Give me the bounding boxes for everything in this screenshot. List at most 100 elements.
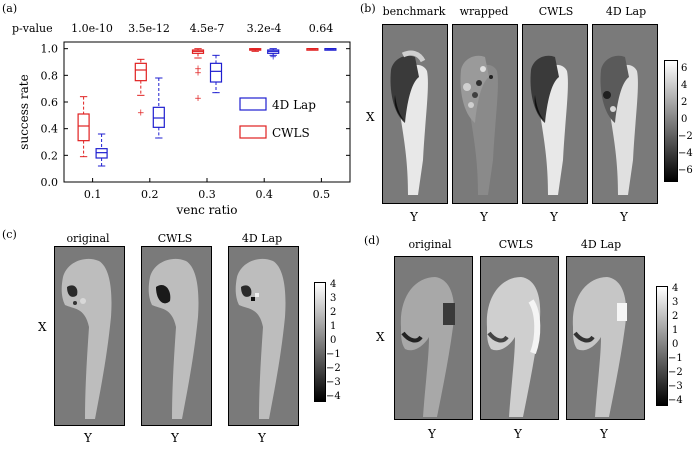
panel-b-letter: (b) [360,2,376,15]
cb-b-tick: −6 [678,165,693,176]
panel-c-yaxis-label-2: Y [171,431,179,445]
x-tick-label: 0.2 [141,188,159,201]
panel-d-colorbar [656,286,668,406]
pvalue-2: 3.5e-12 [128,22,170,35]
panel-b-image-benchmark [382,24,448,204]
cb-c-tick: 1 [330,321,337,332]
x-tick-label: 0.4 [255,188,273,201]
legend-label-cwls: CWLS [272,126,310,140]
x-axis-label: venc ratio [176,203,238,217]
plot-frame [63,41,351,183]
panel-c-colorbar [314,282,326,402]
panel-c-image-cwls [141,246,212,426]
cb-b-tick: 4 [681,80,688,91]
cb-d-tick: −3 [668,381,683,392]
box [77,113,90,142]
panel-b-yaxis-label-1: Y [410,210,418,224]
cb-b-tick: −2 [678,131,693,142]
pvalue-5: 0.64 [308,22,334,35]
x-tick-label: 0.5 [313,188,331,201]
box [134,62,147,82]
panel-d-letter: (d) [364,234,380,247]
cb-c-tick: 2 [330,307,337,318]
outlier: + [194,94,202,104]
y-tick-label: 0.2 [41,149,59,162]
panel-c-title-4dlap: 4D Lap [241,232,283,245]
cb-d-tick: −2 [668,367,683,378]
outlier: + [269,53,277,63]
y-axis-label: success rate [17,74,31,149]
box [95,148,108,159]
panel-b-title-wrapped: wrapped [459,5,509,18]
panel-b-image-4dlap [592,24,658,204]
cb-c-tick: 4 [330,279,337,290]
y-tick-label: 1.0 [41,43,59,56]
panel-b-title-4dlap: 4D Lap [605,5,647,18]
cb-d-tick: 3 [672,297,679,308]
panel-c-title-cwls: CWLS [157,232,193,245]
cb-b-tick: 2 [681,97,688,108]
cb-c-tick: −2 [326,363,341,374]
panel-b-title-cwls: CWLS [538,5,574,18]
legend-label-4dlap: 4D Lap [272,98,316,112]
legend-swatch-cwls [239,125,267,139]
panel-b-image-cwls [522,24,588,204]
cb-d-tick: −4 [668,395,683,406]
cb-c-tick: −3 [326,377,341,388]
y-tick-label: 0.8 [41,69,59,82]
panel-c-letter: (c) [2,228,17,241]
cb-d-tick: 4 [672,283,679,294]
panel-d-xaxis-label: X [376,330,385,344]
cb-c-tick: 3 [330,293,337,304]
panel-d-yaxis-label-2: Y [514,427,522,441]
cb-d-tick: 1 [672,325,679,336]
cb-c-tick: −4 [326,391,341,402]
legend-swatch-4dlap [239,97,267,111]
cb-b-tick: 6 [681,63,688,74]
panel-d-title-cwls: CWLS [498,238,534,251]
outlier: + [194,65,202,75]
panel-d-title-4dlap: 4D Lap [580,238,622,251]
box [152,106,165,128]
panel-b-colorbar [664,60,678,182]
panel-c-image-original [54,246,125,426]
cb-c-tick: 0 [330,335,337,346]
panel-b-yaxis-label-3: Y [550,210,558,224]
x-tick-label: 0.3 [198,188,216,201]
cb-b-tick: 0 [681,114,688,125]
panel-a-letter: (a) [2,2,18,15]
panel-d-image-4dlap [566,256,645,420]
outlier: + [137,109,145,119]
box [209,62,223,83]
panel-d-image-cwls [480,256,559,420]
panel-b-title-benchmark: benchmark [382,5,446,18]
panel-b-xaxis-label: X [366,110,375,124]
panel-c-xaxis-label: X [38,320,47,334]
y-tick-label: 0.6 [41,96,59,109]
cb-c-tick: −1 [326,349,341,360]
panel-b-yaxis-label-2: Y [480,210,488,224]
outlier: + [194,69,202,79]
cb-b-tick: −4 [678,148,693,159]
pvalue-1: 1.0e-10 [71,22,113,35]
pvalue-3: 4.5e-7 [189,22,225,35]
cb-d-tick: 2 [672,311,679,322]
y-tick-label: 0.0 [41,176,59,189]
panel-b-yaxis-label-4: Y [620,210,628,224]
cb-d-tick: −1 [668,353,683,364]
panel-d-image-original [394,256,473,420]
panel-b-image-wrapped [452,24,518,204]
panel-d-yaxis-label-1: Y [428,427,436,441]
panel-d-yaxis-label-3: Y [600,427,608,441]
x-tick-label: 0.1 [84,188,102,201]
pvalue-label: p-value [12,22,53,35]
panel-c-image-4dlap [228,246,299,426]
pvalue-4: 3.2e-4 [246,22,282,35]
cb-d-tick: 0 [672,339,679,350]
panel-c-yaxis-label-3: Y [258,431,266,445]
y-tick-label: 0.4 [41,123,59,136]
panel-c-yaxis-label-1: Y [84,431,92,445]
panel-c-title-original: original [66,232,110,245]
boxplot-chart: 0.0 0.2 0.4 0.6 0.8 1.0 0.1 0.2 0.3 0.4 0.5 venc ra… [17,41,351,217]
panel-d-title-original: original [408,238,452,251]
